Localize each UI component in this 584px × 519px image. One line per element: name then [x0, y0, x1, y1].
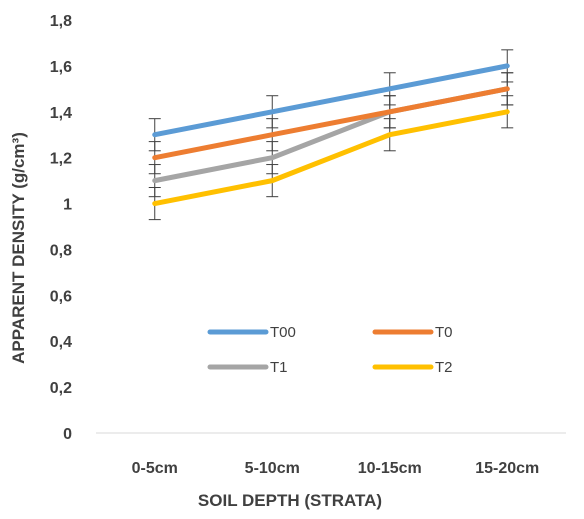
- legend-label-t00: T00: [270, 324, 296, 341]
- y-tick-label: 1,2: [50, 151, 72, 168]
- x-tick-label: 5-10cm: [245, 460, 300, 477]
- series-line-t2: [152, 109, 510, 207]
- legend-label-t2: T2: [435, 359, 453, 376]
- y-tick-label: 0: [63, 426, 72, 443]
- series-line-t0: [152, 86, 510, 161]
- y-tick-label: 1,4: [50, 105, 72, 122]
- y-tick-label: 0,6: [50, 288, 72, 305]
- y-tick-label: 1: [63, 197, 72, 214]
- legend-label-t1: T1: [270, 359, 288, 376]
- y-tick-label: 0,8: [50, 242, 72, 259]
- x-tick-label: 10-15cm: [358, 460, 422, 477]
- legend-label-t0: T0: [435, 324, 453, 341]
- y-tick-label: 0,4: [50, 334, 72, 351]
- y-tick-label: 1,8: [50, 13, 72, 30]
- y-tick-label: 1,6: [50, 59, 72, 76]
- x-tick-label: 0-5cm: [132, 460, 178, 477]
- y-tick-label: 0,2: [50, 380, 72, 397]
- series-line-t00: [152, 63, 510, 138]
- y-axis-title: APPARENT DENSITY (g/cm³): [9, 132, 28, 364]
- x-axis-title: SOIL DEPTH (STRATA): [198, 491, 382, 510]
- x-tick-label: 15-20cm: [475, 460, 539, 477]
